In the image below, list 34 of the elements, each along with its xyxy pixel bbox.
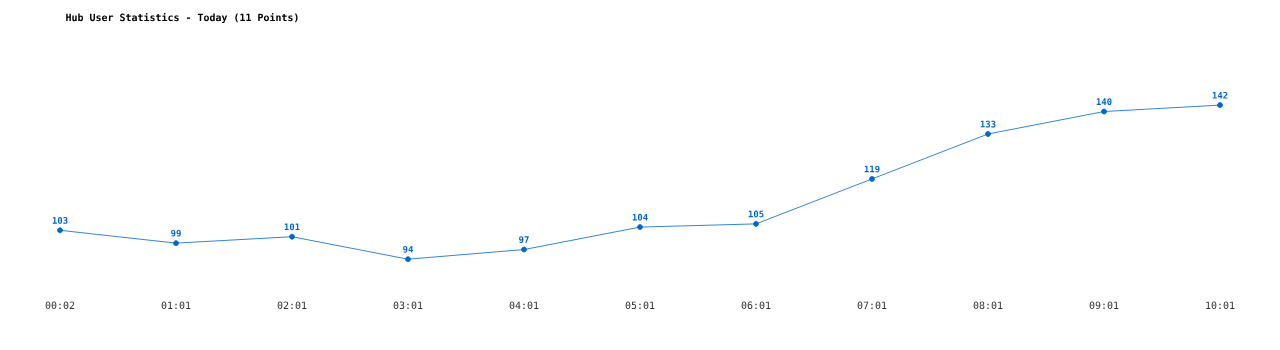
- data-label: 97: [519, 236, 529, 244]
- point: [753, 220, 759, 227]
- point: [405, 256, 411, 263]
- point: [521, 246, 527, 253]
- data-label: 103: [52, 216, 68, 224]
- chart-title: Hub User Statistics - Today (11 Points): [66, 12, 298, 24]
- point: [173, 240, 179, 247]
- x-tick-label: 04:01: [509, 301, 539, 310]
- point: [637, 224, 643, 230]
- data-label: 119: [864, 165, 880, 173]
- data-label: 94: [403, 245, 414, 253]
- data-label: 140: [1096, 98, 1112, 106]
- x-tick-label: 09:01: [1089, 301, 1119, 310]
- point: [1217, 102, 1223, 109]
- data-label: 105: [748, 210, 764, 218]
- data-label: 101: [284, 223, 300, 231]
- data-label: 133: [980, 120, 996, 128]
- x-tick-label: 05:01: [625, 301, 655, 310]
- data-label: 104: [632, 213, 648, 221]
- x-tick-label: 00:02: [45, 301, 75, 310]
- point: [289, 233, 295, 240]
- x-tick-label: 03:01: [393, 301, 423, 310]
- point: [57, 227, 63, 234]
- point: [1101, 108, 1107, 115]
- data-label: 99: [171, 229, 181, 237]
- x-tick-label: 06:01: [741, 301, 771, 310]
- x-tick-label: 07:01: [857, 301, 887, 310]
- x-tick-label: 01:01: [161, 301, 191, 310]
- x-tick-label: 08:01: [973, 301, 1003, 310]
- point: [869, 176, 875, 182]
- point: [985, 131, 991, 137]
- x-tick-label: 02:01: [277, 301, 307, 310]
- x-tick-label: 10:01: [1206, 301, 1235, 310]
- data-label: 142: [1212, 91, 1228, 99]
